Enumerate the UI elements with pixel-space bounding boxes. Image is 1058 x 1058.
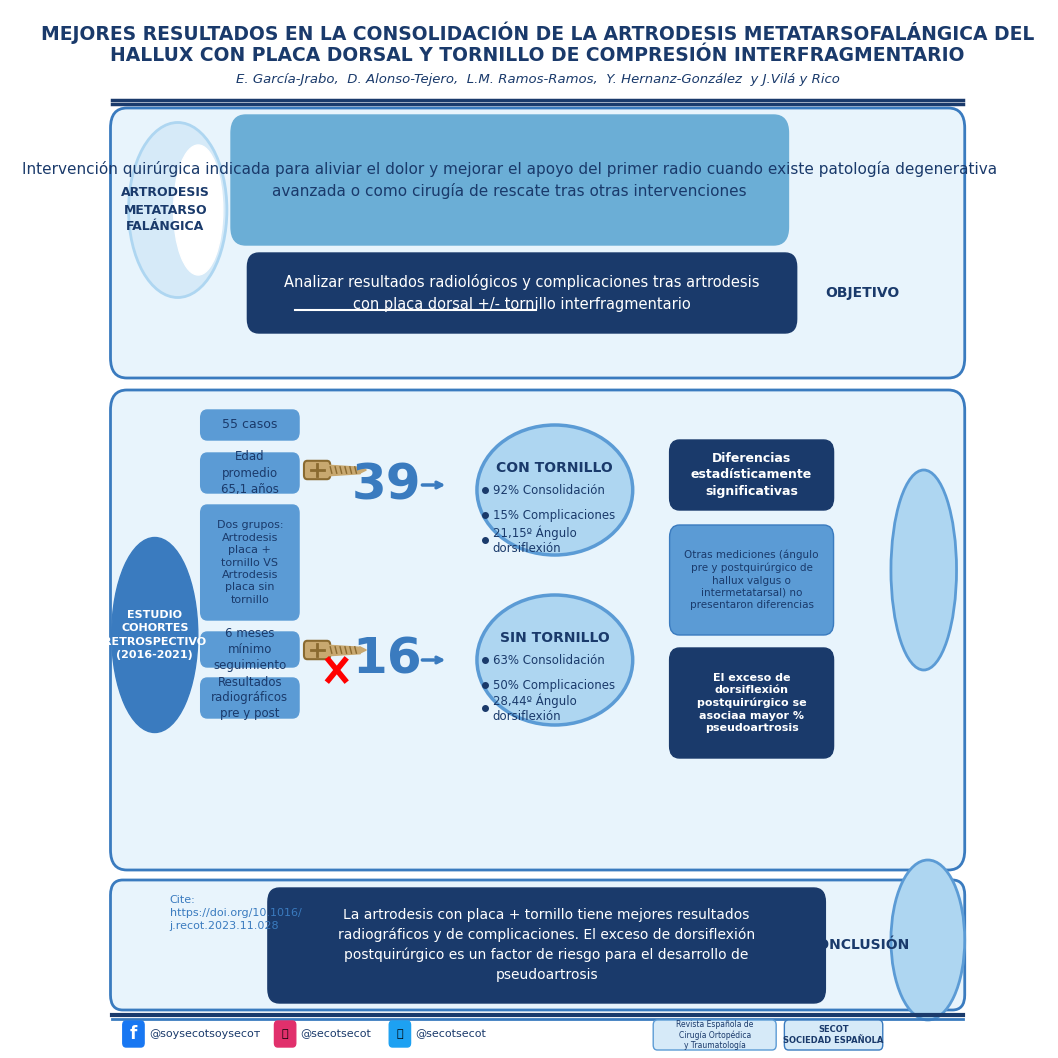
Text: Analizar resultados radiológicos y complicaciones tras artrodesis
con placa dors: Analizar resultados radiológicos y compl… xyxy=(285,274,760,311)
FancyBboxPatch shape xyxy=(670,647,834,758)
FancyBboxPatch shape xyxy=(653,1020,777,1050)
Polygon shape xyxy=(360,646,366,653)
Text: 50% Complicaciones: 50% Complicaciones xyxy=(493,678,615,692)
Text: 🐦: 🐦 xyxy=(397,1029,403,1039)
FancyBboxPatch shape xyxy=(123,1021,144,1047)
FancyBboxPatch shape xyxy=(201,411,299,440)
Text: La artrodesis con placa + tornillo tiene mejores resultados
radiográficos y de c: La artrodesis con placa + tornillo tiene… xyxy=(339,908,755,982)
FancyBboxPatch shape xyxy=(274,1021,296,1047)
Text: Edad
promedio
65,1 años: Edad promedio 65,1 años xyxy=(221,451,279,495)
Text: Dos grupos:
Artrodesis
placa +
tornillo VS
Artrodesis
placa sin
tornillo: Dos grupos: Artrodesis placa + tornillo … xyxy=(217,521,284,605)
Text: Resultados
radiográficos
pre y post: Resultados radiográficos pre y post xyxy=(212,675,289,720)
Text: @soysecotsoysecoт: @soysecotsoysecoт xyxy=(149,1029,260,1039)
FancyBboxPatch shape xyxy=(670,525,834,635)
FancyBboxPatch shape xyxy=(670,440,834,510)
Text: CONCLUSIÓN: CONCLUSIÓN xyxy=(807,938,909,952)
Text: Otras mediciones (ángulo
pre y postquirúrgico de
hallux valgus o
intermetatarsal: Otras mediciones (ángulo pre y postquirú… xyxy=(685,549,819,610)
FancyBboxPatch shape xyxy=(201,632,299,667)
Text: ARTRODESIS
METATARSO
FALÁNGICA: ARTRODESIS METATARSO FALÁNGICA xyxy=(121,186,209,234)
FancyBboxPatch shape xyxy=(389,1021,411,1047)
Text: 28,44º Ángulo
dorsiflexión: 28,44º Ángulo dorsiflexión xyxy=(493,693,577,723)
Text: 15% Complicaciones: 15% Complicaciones xyxy=(493,509,615,522)
Ellipse shape xyxy=(112,537,198,732)
Text: 📷: 📷 xyxy=(281,1029,289,1039)
FancyBboxPatch shape xyxy=(268,888,825,1003)
FancyBboxPatch shape xyxy=(201,453,299,493)
Text: @secotsecot: @secotsecot xyxy=(416,1029,487,1039)
Text: Cite:
https://doi.org/10.1016/
j.recot.2023.11.028: Cite: https://doi.org/10.1016/ j.recot.2… xyxy=(169,895,302,931)
Text: 16: 16 xyxy=(352,636,421,685)
Text: SIN TORNILLO: SIN TORNILLO xyxy=(500,631,609,645)
FancyBboxPatch shape xyxy=(304,641,330,659)
FancyBboxPatch shape xyxy=(784,1020,882,1050)
Text: 63% Consolidación: 63% Consolidación xyxy=(493,654,604,667)
Text: 6 meses
mínimo
seguimiento: 6 meses mínimo seguimiento xyxy=(214,627,287,672)
FancyBboxPatch shape xyxy=(248,253,797,333)
Text: SECOT
SOCIEDAD ESPAÑOLA: SECOT SOCIEDAD ESPAÑOLA xyxy=(783,1025,883,1044)
FancyBboxPatch shape xyxy=(304,461,330,479)
Ellipse shape xyxy=(477,425,633,555)
Text: El exceso de
dorsiflexión
postquirúrgico se
asociaa mayor %
pseudoartrosis: El exceso de dorsiflexión postquirúrgico… xyxy=(697,673,806,733)
Text: HALLUX CON PLACA DORSAL Y TORNILLO DE COMPRESIÓN INTERFRAGMENTARIO: HALLUX CON PLACA DORSAL Y TORNILLO DE CO… xyxy=(110,45,965,65)
FancyBboxPatch shape xyxy=(110,880,965,1010)
Text: 21,15º Ángulo
dorsiflexión: 21,15º Ángulo dorsiflexión xyxy=(493,525,577,554)
FancyBboxPatch shape xyxy=(231,115,788,245)
Text: Intervención quirúrgica indicada para aliviar el dolor y mejorar el apoyo del pr: Intervención quirúrgica indicada para al… xyxy=(22,161,998,199)
Text: CON TORNILLO: CON TORNILLO xyxy=(496,461,614,475)
Text: 92% Consolidación: 92% Consolidación xyxy=(493,484,604,496)
Ellipse shape xyxy=(128,123,226,297)
Text: Revista Española de
Cirugía Ortopédica
y Traumatología: Revista Española de Cirugía Ortopédica y… xyxy=(676,1020,753,1051)
Ellipse shape xyxy=(174,145,223,275)
FancyBboxPatch shape xyxy=(201,505,299,620)
Text: MEJORES RESULTADOS EN LA CONSOLIDACIÓN DE LA ARTRODESIS METATARSOFALÁNGICA DEL: MEJORES RESULTADOS EN LA CONSOLIDACIÓN D… xyxy=(41,22,1035,44)
Text: Diferencias
estadísticamente
significativas: Diferencias estadísticamente significati… xyxy=(691,452,813,498)
Text: 39: 39 xyxy=(352,461,421,509)
Text: E. García-Jrabo,  D. Alonso-Tejero,  L.M. Ramos-Ramos,  Y. Hernanz-González  y J: E. García-Jrabo, D. Alonso-Tejero, L.M. … xyxy=(236,73,840,86)
FancyBboxPatch shape xyxy=(108,5,967,110)
Text: f: f xyxy=(130,1025,138,1043)
FancyBboxPatch shape xyxy=(110,108,965,378)
Text: 55 casos: 55 casos xyxy=(222,419,277,432)
FancyBboxPatch shape xyxy=(201,678,299,718)
Ellipse shape xyxy=(891,860,965,1020)
Text: OBJETIVO: OBJETIVO xyxy=(825,286,899,300)
FancyBboxPatch shape xyxy=(110,390,965,870)
Ellipse shape xyxy=(477,595,633,725)
Text: @secotsecot: @secotsecot xyxy=(300,1029,371,1039)
Text: ESTUDIO
COHORTES
RETROSPECTIVO
(2016-2021): ESTUDIO COHORTES RETROSPECTIVO (2016-202… xyxy=(104,610,206,660)
Ellipse shape xyxy=(891,470,956,670)
Polygon shape xyxy=(360,467,366,473)
